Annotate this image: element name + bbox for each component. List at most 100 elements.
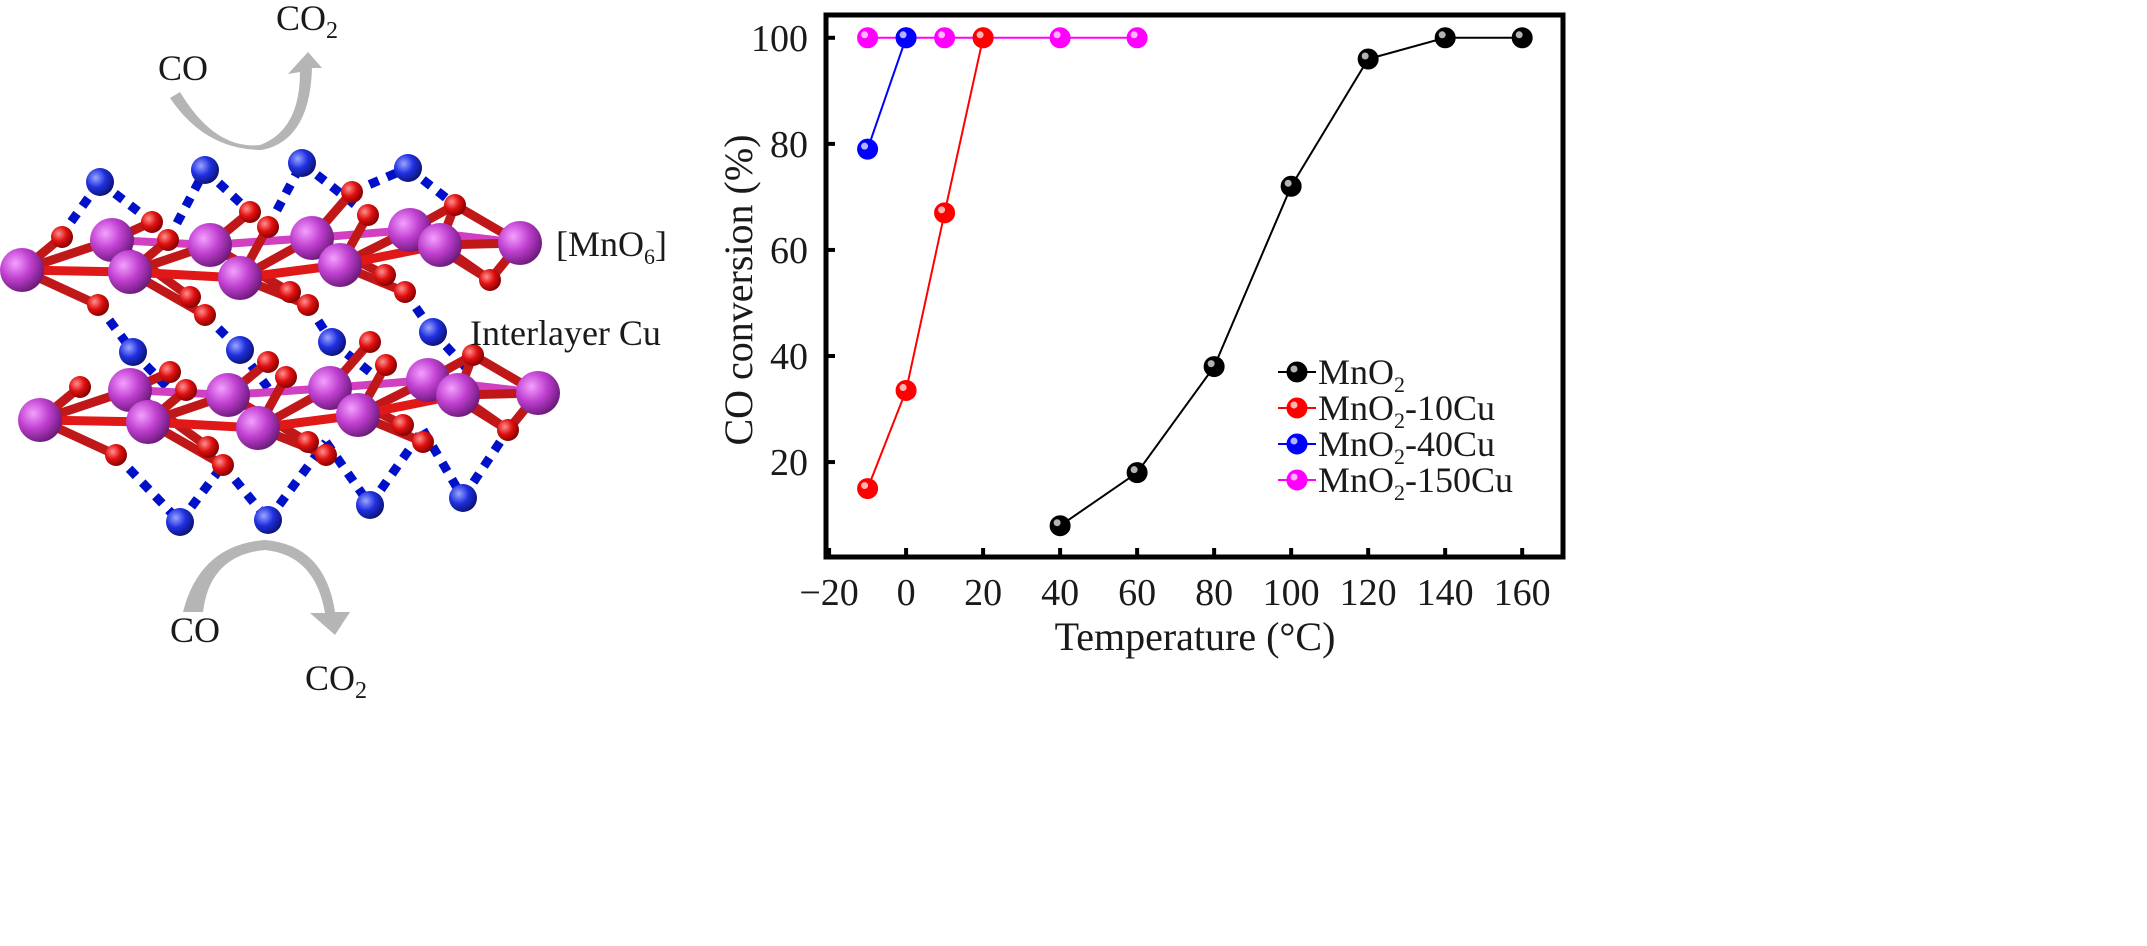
data-point-MnO2-10Cu-highlight [938, 206, 946, 214]
y-tick-label: 80 [770, 124, 808, 166]
data-point-MnO2 [1434, 27, 1456, 49]
data-point-MnO2 [1511, 27, 1533, 49]
mn-atom [436, 373, 480, 417]
mn-atom [90, 218, 134, 262]
cu-coordination-link [299, 159, 371, 219]
series-line-MnO2-10Cu [866, 37, 985, 489]
mn-atom [318, 243, 362, 287]
series-line-MnO2-40Cu [866, 37, 908, 150]
o-atom [212, 454, 234, 476]
cu-atom [449, 484, 477, 512]
mn-atom [498, 221, 542, 265]
o-atom [157, 229, 179, 251]
o-atom [141, 211, 163, 233]
data-point-MnO2-150Cu-highlight [861, 31, 869, 39]
mn-atom [516, 371, 560, 415]
data-point-MnO2-highlight [1130, 466, 1138, 474]
y-tick-label: 60 [770, 230, 808, 272]
legend-label: MnO2-40Cu [1318, 424, 1495, 469]
o-atom [479, 269, 501, 291]
x-tick-label: 20 [964, 572, 1002, 614]
mn-atom [206, 373, 250, 417]
data-point-MnO2-10Cu [857, 478, 879, 500]
cu-atom [191, 156, 219, 184]
mn-atom [0, 248, 44, 292]
legend-marker-highlight [1290, 401, 1298, 409]
cu-atom [166, 508, 194, 536]
y-axis-label: CO conversion (%) [716, 134, 761, 445]
data-point-MnO2-150Cu [934, 27, 956, 49]
top-reactant-label: CO [158, 48, 208, 88]
bottom-product-label: CO2 [305, 658, 367, 704]
data-point-MnO2-highlight [1207, 360, 1215, 368]
cu-atom [318, 328, 346, 356]
data-point-MnO2-40Cu [857, 138, 879, 160]
legend-label: MnO2-150Cu [1318, 460, 1513, 505]
o-atom [105, 444, 127, 466]
data-point-MnO2-10Cu-highlight [976, 31, 984, 39]
interlayer-cu-label: Interlayer Cu [470, 313, 661, 353]
legend-marker [1286, 433, 1308, 455]
data-point-MnO2-150Cu-highlight [1053, 31, 1061, 39]
y-tick-label: 20 [770, 442, 808, 484]
o-atom [375, 354, 397, 376]
o-atom [239, 201, 261, 223]
o-atom [257, 351, 279, 373]
o-atom [374, 264, 396, 286]
mn-atom [308, 366, 352, 410]
data-point-MnO2-highlight [1284, 179, 1292, 187]
cu-atom [226, 336, 254, 364]
o-atom [275, 366, 297, 388]
legend-marker-highlight [1290, 365, 1298, 373]
mn-atom [290, 216, 334, 260]
o-atom [194, 304, 216, 326]
mn-atom [108, 368, 152, 412]
data-point-MnO2 [1357, 48, 1379, 70]
data-point-MnO2-150Cu [1049, 27, 1071, 49]
bottom-reaction-arrow [183, 540, 350, 635]
o-atom [497, 419, 519, 441]
cu-atom [254, 506, 282, 534]
o-atom [197, 436, 219, 458]
cu-coordination-link [112, 451, 184, 526]
legend-marker-highlight [1290, 473, 1298, 481]
o-atom [357, 204, 379, 226]
o-atom [69, 376, 91, 398]
data-point-MnO2-10Cu-highlight [861, 482, 869, 490]
o-atom [279, 281, 301, 303]
cu-coordination-link [176, 462, 227, 525]
o-atom [257, 216, 279, 238]
data-point-MnO2-150Cu-highlight [938, 31, 946, 39]
data-point-MnO2 [1126, 462, 1148, 484]
x-tick-label: 160 [1494, 572, 1551, 614]
data-point-MnO2-highlight [1361, 52, 1369, 60]
legend-marker [1286, 361, 1308, 383]
o-atom [179, 286, 201, 308]
cu-coordination-link [459, 427, 512, 501]
x-tick-label: 140 [1417, 572, 1474, 614]
atom-layers [0, 149, 560, 536]
o-atom [87, 294, 109, 316]
cu-atom [356, 491, 384, 519]
data-point-MnO2 [1203, 356, 1225, 378]
x-tick-label: 40 [1041, 572, 1079, 614]
data-point-MnO2-highlight [1438, 31, 1446, 39]
data-point-MnO2-10Cu-highlight [899, 383, 907, 391]
legend-marker [1286, 397, 1308, 419]
data-point-MnO2 [1049, 515, 1071, 537]
o-atom [444, 194, 466, 216]
o-atom [51, 226, 73, 248]
o-atom [159, 361, 181, 383]
cu-atom [86, 168, 114, 196]
data-point-MnO2 [1280, 175, 1302, 197]
x-tick-label: 100 [1263, 572, 1320, 614]
data-point-MnO2-40Cu-highlight [899, 31, 907, 39]
mn-atom [218, 256, 262, 300]
data-point-MnO2-40Cu [895, 27, 917, 49]
y-tick-label: 40 [770, 336, 808, 378]
o-atom [462, 344, 484, 366]
legend-label: MnO2-10Cu [1318, 388, 1495, 433]
mn-atom [18, 398, 62, 442]
